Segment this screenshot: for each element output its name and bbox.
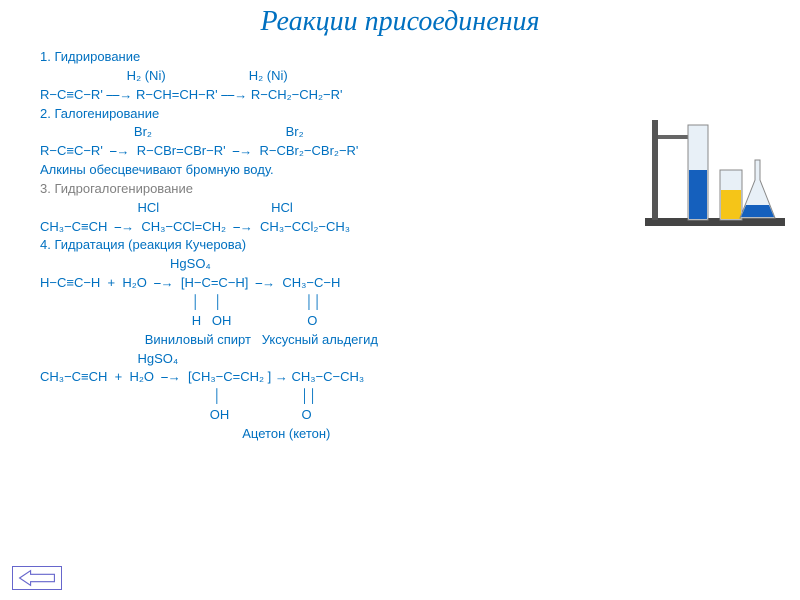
section-4-line-3: H OH O xyxy=(40,312,780,331)
section-4-line-0: HgSO₄ xyxy=(40,255,780,274)
section-4-line-5: HgSO₄ xyxy=(40,350,780,369)
section-4-line-8: OH O xyxy=(40,406,780,425)
section-4-line-9: Ацетон (кетон) xyxy=(40,425,780,444)
section-4-line-7: │ ││ xyxy=(40,387,780,406)
section-4: 4. Гидратация (реакция Кучерова) HgSO₄ H… xyxy=(40,236,780,443)
section-4-line-4: Виниловый спирт Уксусный альдегид xyxy=(40,331,780,350)
section-1-heading: 1. Гидрирование xyxy=(40,48,780,67)
back-arrow-icon xyxy=(13,567,61,589)
flask-illustration xyxy=(640,100,790,230)
page-title: Реакции присоединения xyxy=(0,0,800,48)
section-4-line-1: H−C≡C−H + H₂O ⎯→ [H−C=C−H] ⎯→ CH₃−C−H xyxy=(40,274,780,293)
back-button[interactable] xyxy=(12,566,62,590)
section-1-line-0: H₂ (Ni) H₂ (Ni) xyxy=(40,67,780,86)
section-4-line-2: │ │ ││ xyxy=(40,293,780,312)
section-1: 1. Гидрирование H₂ (Ni) H₂ (Ni) R−C≡C−R'… xyxy=(40,48,780,105)
section-4-heading: 4. Гидратация (реакция Кучерова) xyxy=(40,236,780,255)
section-4-line-6: CH₃−C≡CH + H₂O ⎯→ [CH₃−C=CH₂ ] → CH₃−C−C… xyxy=(40,368,780,387)
